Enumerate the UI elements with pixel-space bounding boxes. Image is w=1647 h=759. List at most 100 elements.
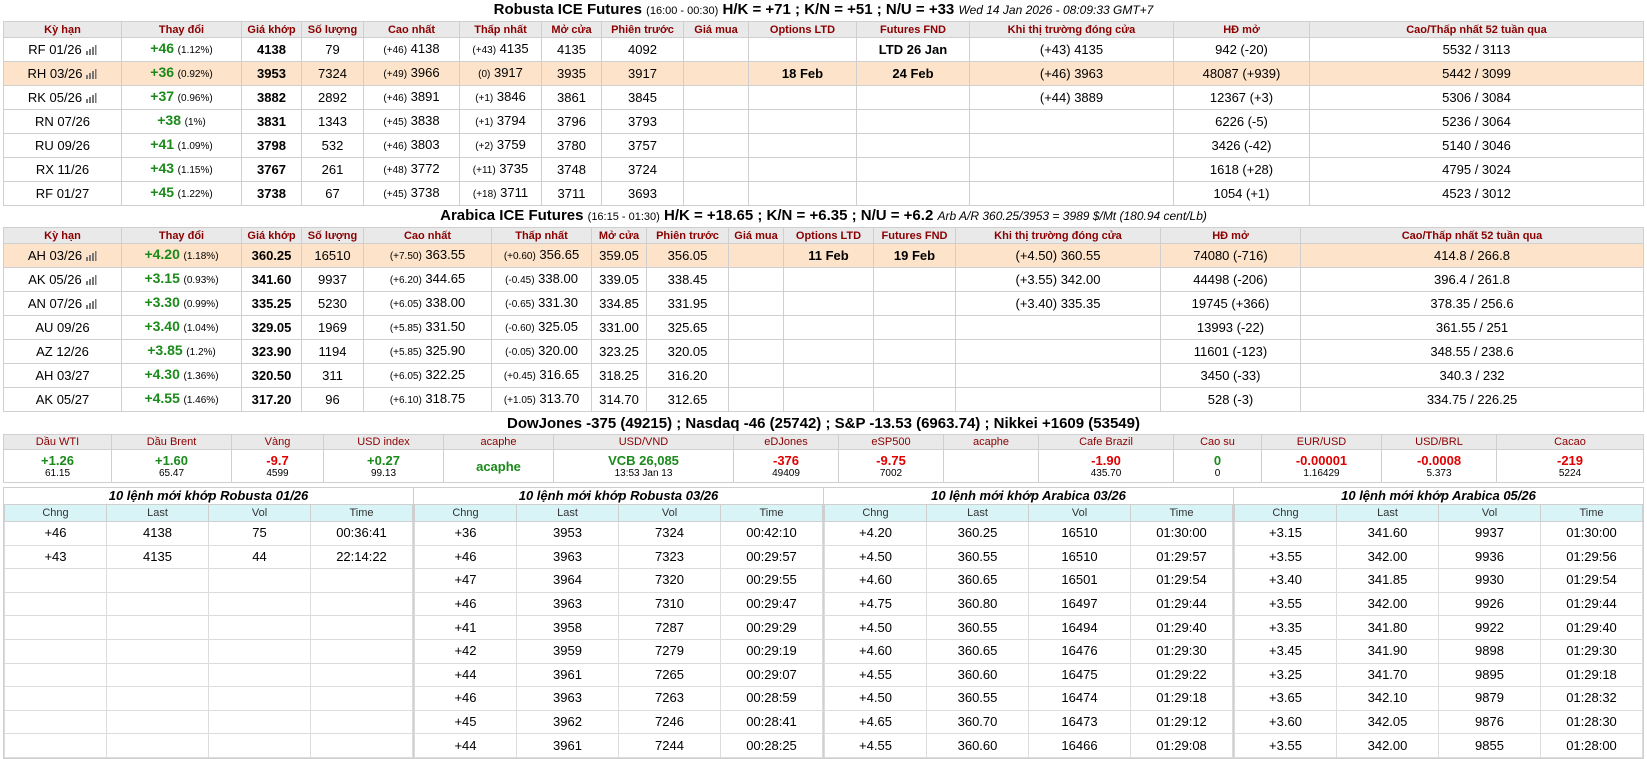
contract-term[interactable]: AH 03/27 <box>3 363 122 388</box>
contract-row[interactable]: AK 05/27 +4.55 (1.46%) 317.20 96 (+6.10) 318… <box>3 387 1644 412</box>
bid-price <box>683 85 749 110</box>
high-price: 338.00 <box>425 294 466 310</box>
bar-chart-icon[interactable] <box>85 299 97 310</box>
trade-volume: 7323 <box>618 544 721 570</box>
bar-chart-icon[interactable] <box>85 275 97 286</box>
trade-row: +41 3958 7287 00:29:29 <box>414 615 823 640</box>
contract-row[interactable]: AK 05/26 +3.15 (0.93%) 341.60 9937 (+6.20) 3… <box>3 267 1644 292</box>
term-label[interactable]: RF 01/26 <box>28 41 82 57</box>
arabica-session: (16:15 - 01:30) <box>587 211 660 223</box>
contract-row[interactable]: RN 07/26 +38 (1%) 3831 1343 (+45) 3838 (+1) 3… <box>3 109 1644 134</box>
contract-term[interactable]: RF 01/26 <box>3 37 122 62</box>
contract-term[interactable]: RF 01/27 <box>3 181 122 206</box>
market-cell[interactable]: acaphe <box>443 449 554 483</box>
term-label[interactable]: AH 03/27 <box>35 367 90 383</box>
term-label[interactable]: AU 09/26 <box>35 319 90 335</box>
contract-row[interactable]: RX 11/26 +43 (1.15%) 3767 261 (+48) 3772 (+11… <box>3 157 1644 182</box>
trade-last: 360.65 <box>926 568 1029 593</box>
market-price: 65.47 <box>158 467 185 479</box>
high-price: 331.50 <box>425 318 466 334</box>
market-cell[interactable] <box>943 449 1039 483</box>
contract-term[interactable]: AU 09/26 <box>3 315 122 340</box>
contract-row[interactable]: RH 03/26 +36 (0.92%) 3953 7324 (+49) 3966 (0)… <box>3 61 1644 86</box>
term-label[interactable]: RK 05/26 <box>27 89 83 105</box>
trade-row: +45 3962 7246 00:28:41 <box>414 709 823 735</box>
term-label[interactable]: RH 03/26 <box>27 65 83 81</box>
contract-term[interactable]: RX 11/26 <box>3 157 122 182</box>
trade-last: 342.00 <box>1336 544 1439 570</box>
trade-volume: 7265 <box>618 662 721 688</box>
trade-change: +4.75 <box>824 591 927 617</box>
trade-last: 3963 <box>516 591 619 617</box>
contract-row[interactable]: AN 07/26 +3.30 (0.99%) 335.25 5230 (+6.05) 3… <box>3 291 1644 316</box>
col-header: Options LTD <box>748 21 857 38</box>
trade-col-header: Vol <box>1438 504 1541 522</box>
trade-row: +4.50 360.55 16494 01:29:40 <box>824 615 1233 640</box>
contract-term[interactable]: RU 09/26 <box>3 133 122 158</box>
contract-term[interactable]: AZ 12/26 <box>3 339 122 364</box>
low-cell: (+1) 3846 <box>459 85 542 110</box>
term-label[interactable]: RN 07/26 <box>35 113 90 129</box>
term-label[interactable]: RF 01/27 <box>35 185 90 201</box>
contract-row[interactable]: AZ 12/26 +3.85 (1.2%) 323.90 1194 (+5.85) 32… <box>3 339 1644 364</box>
contract-term[interactable]: RK 05/26 <box>3 85 122 110</box>
trade-row: +46 4138 75 00:36:41 <box>4 521 413 546</box>
contract-term[interactable]: AK 05/27 <box>3 387 122 412</box>
bar-chart-icon[interactable] <box>85 45 97 56</box>
term-label[interactable]: AK 05/27 <box>35 391 90 407</box>
bar-chart-icon[interactable] <box>85 69 97 80</box>
contract-term[interactable]: RN 07/26 <box>3 109 122 134</box>
trade-last: 342.10 <box>1336 686 1439 711</box>
trade-volume <box>208 615 311 640</box>
contract-row[interactable]: RF 01/26 +46 (1.12%) 4138 79 (+46) 4138 (+43)… <box>3 37 1644 62</box>
trade-time: 01:29:57 <box>1130 544 1233 570</box>
volume: 532 <box>301 133 364 158</box>
contract-term[interactable]: AK 05/26 <box>3 267 122 292</box>
timestamp: Wed 14 Jan 2026 - 08:09:33 GMT+7 <box>958 3 1154 17</box>
term-label[interactable]: RX 11/26 <box>35 161 90 177</box>
bar-chart-icon[interactable] <box>85 93 97 104</box>
previous-price: 3693 <box>601 181 684 206</box>
trade-row: +42 3959 7279 00:29:19 <box>414 638 823 664</box>
col-header: Mở cửa <box>541 21 602 38</box>
trade-volume: 9937 <box>1438 521 1541 546</box>
market-price: 435.70 <box>1090 467 1122 479</box>
trade-row: +3.25 341.70 9895 01:29:18 <box>1234 662 1643 688</box>
contract-row[interactable]: AU 09/26 +3.40 (1.04%) 329.05 1969 (+5.85) 3… <box>3 315 1644 340</box>
bar-chart-icon[interactable] <box>85 251 97 262</box>
contract-term[interactable]: RH 03/26 <box>3 61 122 86</box>
indices-line: DowJones -375 (49215) ; Nasdaq -46 (2574… <box>507 415 1140 432</box>
low-delta: (+1.05) <box>503 394 536 406</box>
trade-panel-title: 10 lệnh mới khớp Robusta 03/26 <box>518 488 719 503</box>
term-label[interactable]: AN 07/26 <box>27 295 83 311</box>
term-label[interactable]: AZ 12/26 <box>36 343 89 359</box>
high-cell: (+45) 3738 <box>363 181 460 206</box>
market-change[interactable]: acaphe <box>476 458 521 474</box>
contract-row[interactable]: AH 03/27 +4.30 (1.36%) 320.50 311 (+6.05) 32… <box>3 363 1644 388</box>
col-header: Options LTD <box>783 227 874 244</box>
trade-last: 342.00 <box>1336 591 1439 617</box>
term-label[interactable]: AK 05/26 <box>28 271 82 287</box>
open-interest: 19745 (+366) <box>1160 291 1301 316</box>
market-change: -219 <box>1556 452 1584 468</box>
col-header: Kỳ hạn <box>3 227 122 244</box>
contract-term[interactable]: AH 03/26 <box>3 243 122 268</box>
trade-change: +4.50 <box>824 615 927 640</box>
contract-term[interactable]: AN 07/26 <box>3 291 122 316</box>
trade-col-header: Last <box>106 504 209 522</box>
term-label[interactable]: AH 03/26 <box>27 247 83 263</box>
trade-change: +3.15 <box>1234 521 1337 546</box>
previous-price: 338.45 <box>646 267 729 292</box>
contract-row[interactable]: RK 05/26 +37 (0.96%) 3882 2892 (+46) 3891 (+1… <box>3 85 1644 110</box>
term-label[interactable]: RU 09/26 <box>35 137 90 153</box>
trade-last: 360.60 <box>926 662 1029 688</box>
contract-row[interactable]: AH 03/26 +4.20 (1.18%) 360.25 16510 (+7.50) … <box>3 243 1644 268</box>
low-cell: (+2) 3759 <box>459 133 542 158</box>
close-delta: (+44) <box>1039 89 1071 105</box>
trade-volume: 16476 <box>1028 638 1131 664</box>
contract-row[interactable]: RU 09/26 +41 (1.09%) 3798 532 (+46) 3803 (+2)… <box>3 133 1644 158</box>
open-interest: 74080 (-716) <box>1160 243 1301 268</box>
market-close-cell <box>955 363 1161 388</box>
trade-time <box>310 615 413 640</box>
contract-row[interactable]: RF 01/27 +45 (1.22%) 3738 67 (+45) 3738 (+18)… <box>3 181 1644 206</box>
